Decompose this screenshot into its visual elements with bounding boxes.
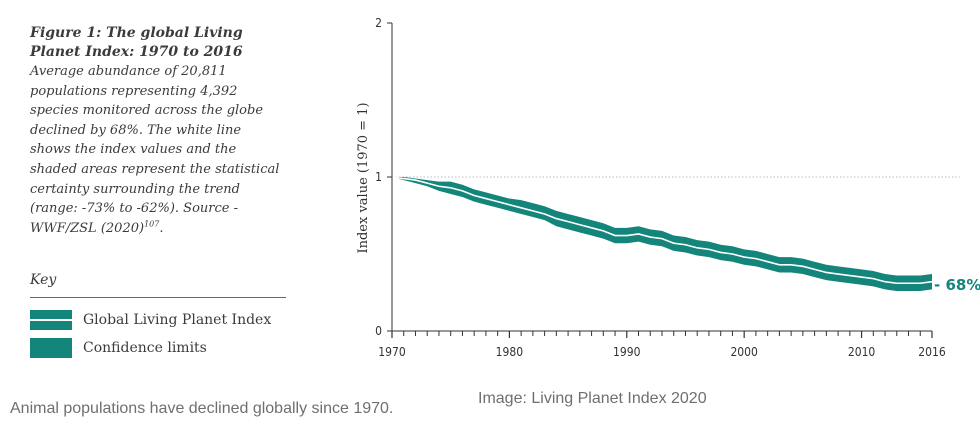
lpi-chart: 0 1 2 1970 1980 1990 2000 2010 2016 Index value… [356,16,980,359]
y-axis-label: Index value (1970 = 1) [356,102,371,253]
key-item-index: Global Living Planet Index [30,310,271,330]
x-tick-label: 2000 [730,345,758,359]
key-item-confidence: Confidence limits [30,338,207,358]
x-tick-label: 1970 [378,345,406,359]
confidence-band-group [391,176,933,291]
image-credit: Image: Living Planet Index 2020 [478,390,707,407]
figure-description: Average abundance of 20,811 populations … [30,62,280,238]
figure-title: Figure 1: The global Living Planet Index… [30,25,243,60]
x-tick-label: 2016 [918,345,946,359]
y-tick-label: 0 [375,324,382,338]
figure-description-text: Average abundance of 20,811 populations … [30,64,280,236]
key-label-confidence: Confidence limits [83,340,207,356]
source-end: . [159,220,164,236]
x-tick-label: 1990 [613,345,641,359]
figure-caption: Figure 1: The global Living Planet Index… [30,24,280,238]
key-label-index: Global Living Planet Index [83,312,272,328]
y-tick-label: 2 [375,16,382,30]
x-tick-label: 1980 [496,345,524,359]
x-tick-label: 2010 [848,345,876,359]
end-value-label: - 68% [934,276,980,294]
source-reference: 107 [144,219,160,229]
y-ticks: 0 1 2 [375,16,392,338]
key-divider [30,297,286,298]
key-title: Key [30,272,57,288]
image-caption: Animal populations have declined globall… [10,400,394,417]
confidence-band [392,177,932,291]
x-ticks: 1970 1980 1990 2000 2010 2016 [378,331,946,359]
y-tick-label: 1 [375,170,382,184]
index-line-swatch [30,310,72,330]
confidence-band-swatch [30,338,72,358]
figure-panel: Figure 1: The global Living Planet Index… [30,16,980,359]
index-line [391,176,933,285]
